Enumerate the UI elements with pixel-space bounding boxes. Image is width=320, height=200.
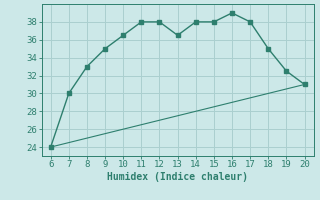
- X-axis label: Humidex (Indice chaleur): Humidex (Indice chaleur): [107, 172, 248, 182]
